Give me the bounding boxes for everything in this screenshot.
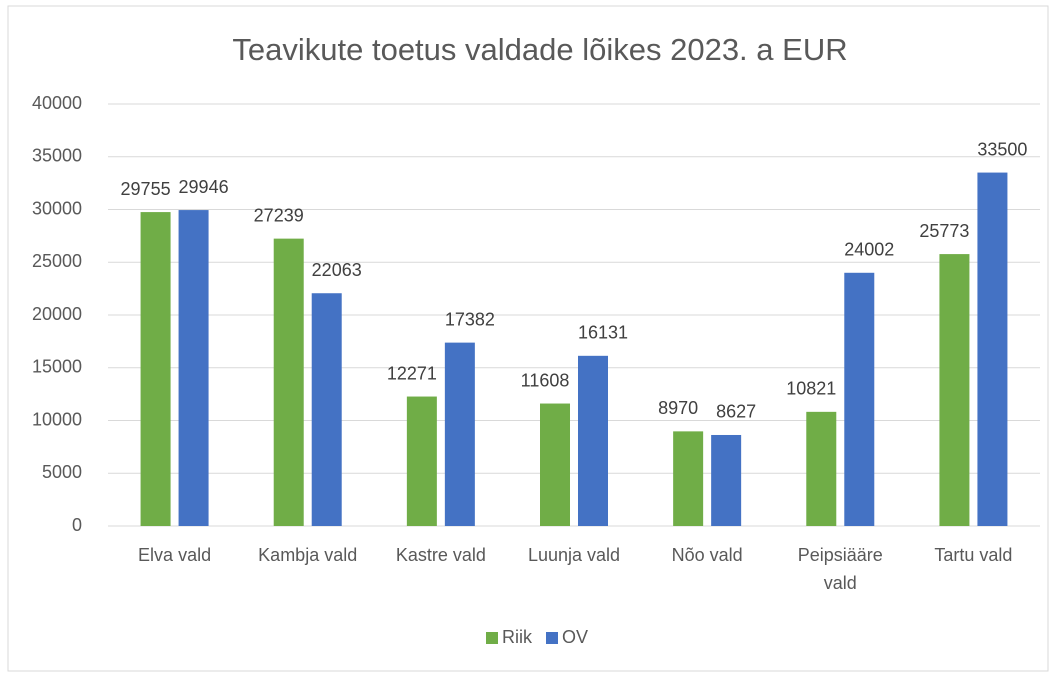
bar — [178, 210, 209, 526]
x-tick-label: Peipsiääre vald — [798, 545, 883, 593]
value-label: 25773 — [919, 221, 969, 241]
bar — [806, 411, 837, 526]
value-label: 27239 — [254, 205, 304, 225]
value-label: 22063 — [312, 260, 362, 280]
bar — [977, 172, 1008, 526]
bar — [711, 434, 742, 526]
y-tick-label: 0 — [72, 515, 82, 535]
bar — [844, 272, 875, 526]
bar — [540, 403, 570, 526]
bar — [939, 254, 970, 526]
legend-label: OV — [562, 627, 588, 647]
value-label: 24002 — [844, 240, 894, 260]
value-label: 29946 — [179, 177, 229, 197]
bar — [673, 431, 704, 526]
value-label: 12271 — [387, 363, 437, 383]
value-label: 10821 — [786, 379, 836, 399]
value-label: 8627 — [716, 402, 756, 422]
y-tick-label: 5000 — [42, 462, 82, 482]
bar — [406, 396, 437, 526]
y-tick-label: 20000 — [32, 304, 82, 324]
y-tick-label: 40000 — [32, 93, 82, 113]
legend-swatch — [546, 632, 558, 644]
bar — [311, 293, 342, 526]
y-tick-label: 10000 — [32, 409, 82, 429]
value-label: 17382 — [445, 309, 495, 329]
legend-label: Riik — [502, 627, 533, 647]
bar — [444, 342, 475, 526]
y-tick-label: 30000 — [32, 198, 82, 218]
y-tick-label: 15000 — [32, 357, 82, 377]
x-tick-label: Kambja vald — [258, 545, 357, 565]
chart-title: Teavikute toetus valdade lõikes 2023. a … — [232, 32, 847, 67]
bar — [140, 212, 171, 526]
bar — [578, 355, 608, 526]
y-tick-label: 35000 — [32, 146, 82, 166]
x-tick-label: Elva vald — [138, 545, 211, 565]
legend-swatch — [486, 632, 498, 644]
y-tick-label: 25000 — [32, 251, 82, 271]
x-tick-label: Tartu vald — [934, 545, 1012, 565]
value-label: 16131 — [578, 323, 628, 343]
value-label: 11608 — [521, 370, 570, 390]
x-tick-label: Kastre vald — [396, 545, 486, 565]
value-label: 8970 — [658, 398, 698, 418]
value-label: 29755 — [121, 179, 171, 199]
x-tick-label: Nõo vald — [672, 545, 743, 565]
value-label: 33500 — [977, 139, 1027, 159]
x-tick-label: Luunja vald — [528, 545, 620, 565]
bar — [273, 238, 304, 527]
